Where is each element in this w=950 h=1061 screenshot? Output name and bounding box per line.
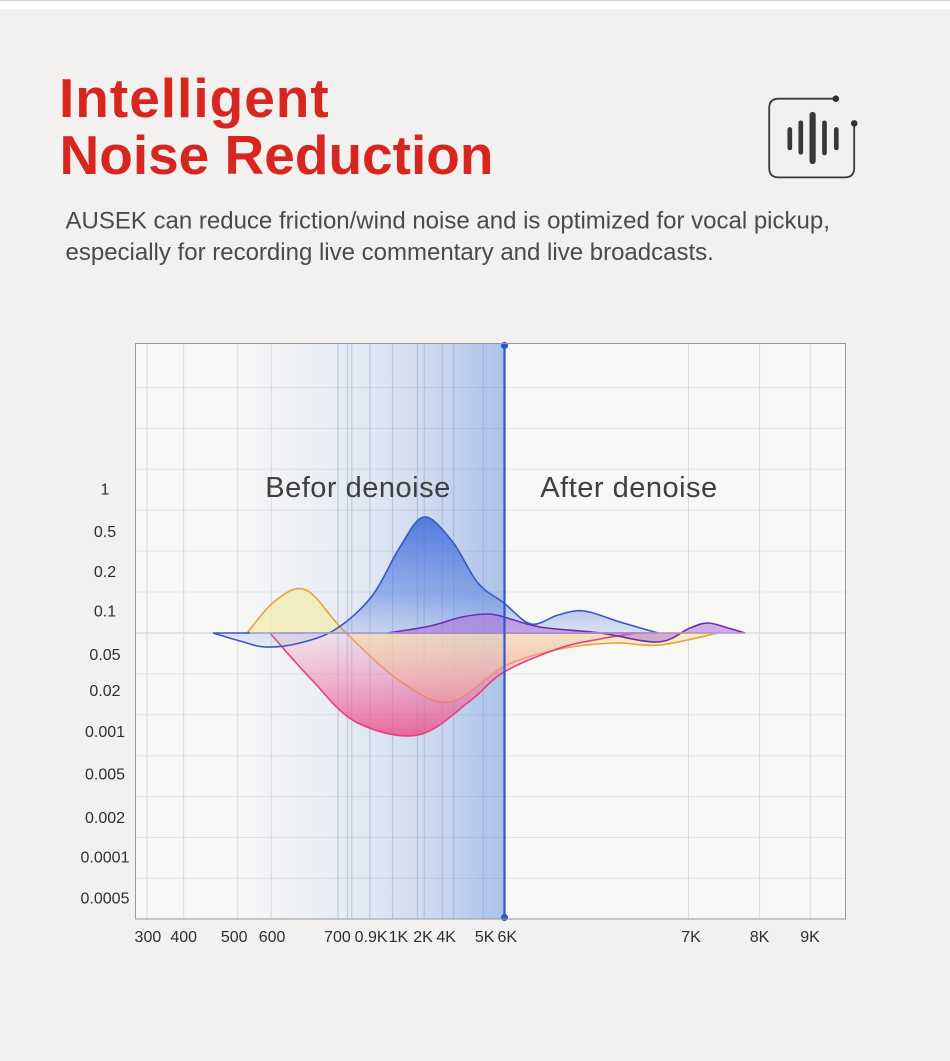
svg-text:0.0001: 0.0001 (81, 849, 130, 866)
svg-text:2K: 2K (413, 929, 433, 946)
svg-text:0.05: 0.05 (89, 647, 120, 664)
svg-text:0.1: 0.1 (94, 604, 116, 621)
svg-text:After denoise: After denoise (540, 472, 717, 504)
svg-text:0.005: 0.005 (85, 767, 125, 784)
svg-text:0.02: 0.02 (89, 683, 120, 700)
svg-text:5K: 5K (475, 929, 495, 946)
svg-text:4K: 4K (436, 929, 456, 946)
svg-text:0.9K: 0.9K (355, 929, 388, 946)
svg-text:0.0005: 0.0005 (81, 891, 130, 908)
svg-text:Noise Reduction: Noise Reduction (60, 124, 494, 186)
svg-text:8K: 8K (750, 929, 770, 946)
svg-text:9K: 9K (800, 929, 820, 946)
svg-text:especially for recording live: especially for recording live commentary… (66, 239, 714, 266)
svg-text:AUSEK can reduce friction/wind: AUSEK can reduce friction/wind noise and… (66, 208, 830, 235)
svg-text:1: 1 (101, 482, 110, 499)
svg-text:Befor denoise: Befor denoise (265, 472, 450, 504)
svg-text:Intelligent: Intelligent (59, 67, 330, 129)
svg-text:0.5: 0.5 (94, 524, 116, 541)
svg-text:700: 700 (324, 929, 351, 946)
svg-text:300: 300 (135, 929, 162, 946)
svg-text:1K: 1K (389, 929, 409, 946)
svg-text:500: 500 (221, 929, 248, 946)
svg-text:600: 600 (259, 929, 286, 946)
svg-text:0.001: 0.001 (85, 724, 125, 741)
svg-text:7K: 7K (681, 929, 701, 946)
svg-text:0.002: 0.002 (85, 810, 125, 827)
svg-text:6K: 6K (498, 929, 518, 946)
svg-text:0.2: 0.2 (94, 564, 116, 581)
svg-text:400: 400 (170, 929, 197, 946)
